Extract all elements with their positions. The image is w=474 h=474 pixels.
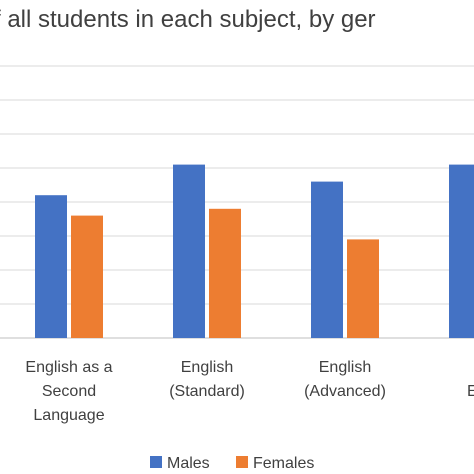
category-label-line: Exte	[467, 383, 474, 400]
category-label-line: (Standard)	[169, 383, 245, 400]
category-label-2: English (Advanced)	[304, 359, 386, 400]
bars	[35, 164, 474, 338]
bar-males-3	[449, 164, 474, 338]
category-label-1: English (Standard)	[169, 359, 245, 400]
bar-males-1	[173, 164, 205, 338]
category-labels: English as a Second Language English (Standa…	[25, 359, 474, 424]
bar-females-2	[347, 239, 379, 338]
category-label-line: Language	[33, 407, 104, 424]
category-label-0: English as a Second Language	[25, 359, 112, 424]
bar-females-0	[71, 215, 103, 338]
category-label-line: (Advanced)	[304, 383, 386, 400]
bar-males-2	[311, 181, 343, 338]
chart-title: f all students in each subject, by ger	[0, 6, 376, 33]
legend-label-males: Males	[167, 455, 210, 472]
legend-swatch-males	[150, 456, 162, 468]
category-label-3: EExte	[467, 359, 474, 400]
category-label-line: Second	[42, 383, 96, 400]
bar-females-1	[209, 208, 241, 338]
bar-males-0	[35, 195, 67, 338]
category-label-line: English as a	[25, 359, 112, 376]
category-label-line: English	[319, 359, 371, 376]
legend: Males Females	[150, 455, 314, 472]
legend-label-females: Females	[253, 455, 314, 472]
legend-swatch-females	[236, 456, 248, 468]
category-label-line: English	[181, 359, 233, 376]
